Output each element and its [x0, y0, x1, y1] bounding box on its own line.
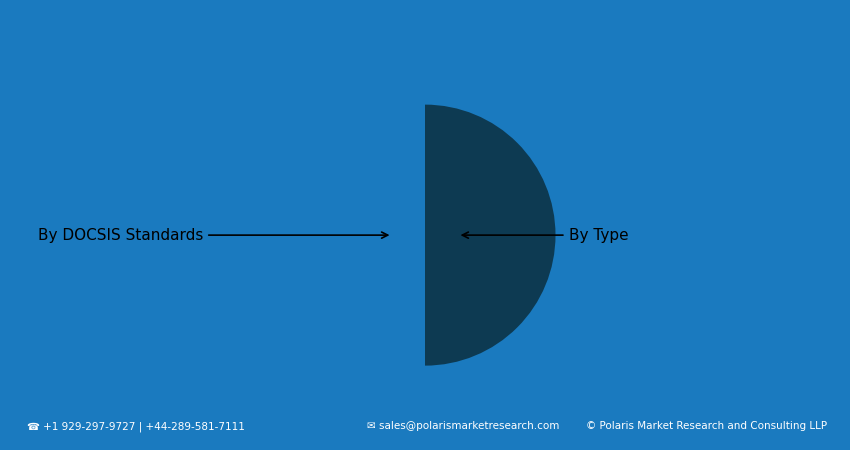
- Text: © Polaris Market Research and Consulting LLP: © Polaris Market Research and Consulting…: [586, 421, 827, 431]
- Text: ✉ sales@polarismarketresearch.com: ✉ sales@polarismarketresearch.com: [367, 421, 559, 431]
- Text: Cable Modem Termination System (CMTS) and Converged Cabel Access Platform (CCAP): Cable Modem Termination System (CMTS) an…: [0, 37, 850, 52]
- Text: By Type: By Type: [462, 228, 628, 243]
- Wedge shape: [294, 105, 425, 365]
- Text: By DOCSIS Standards: By DOCSIS Standards: [37, 228, 388, 243]
- Wedge shape: [425, 105, 556, 365]
- Text: ☎ +1 929-297-9727 | +44-289-581-7111: ☎ +1 929-297-9727 | +44-289-581-7111: [27, 421, 245, 432]
